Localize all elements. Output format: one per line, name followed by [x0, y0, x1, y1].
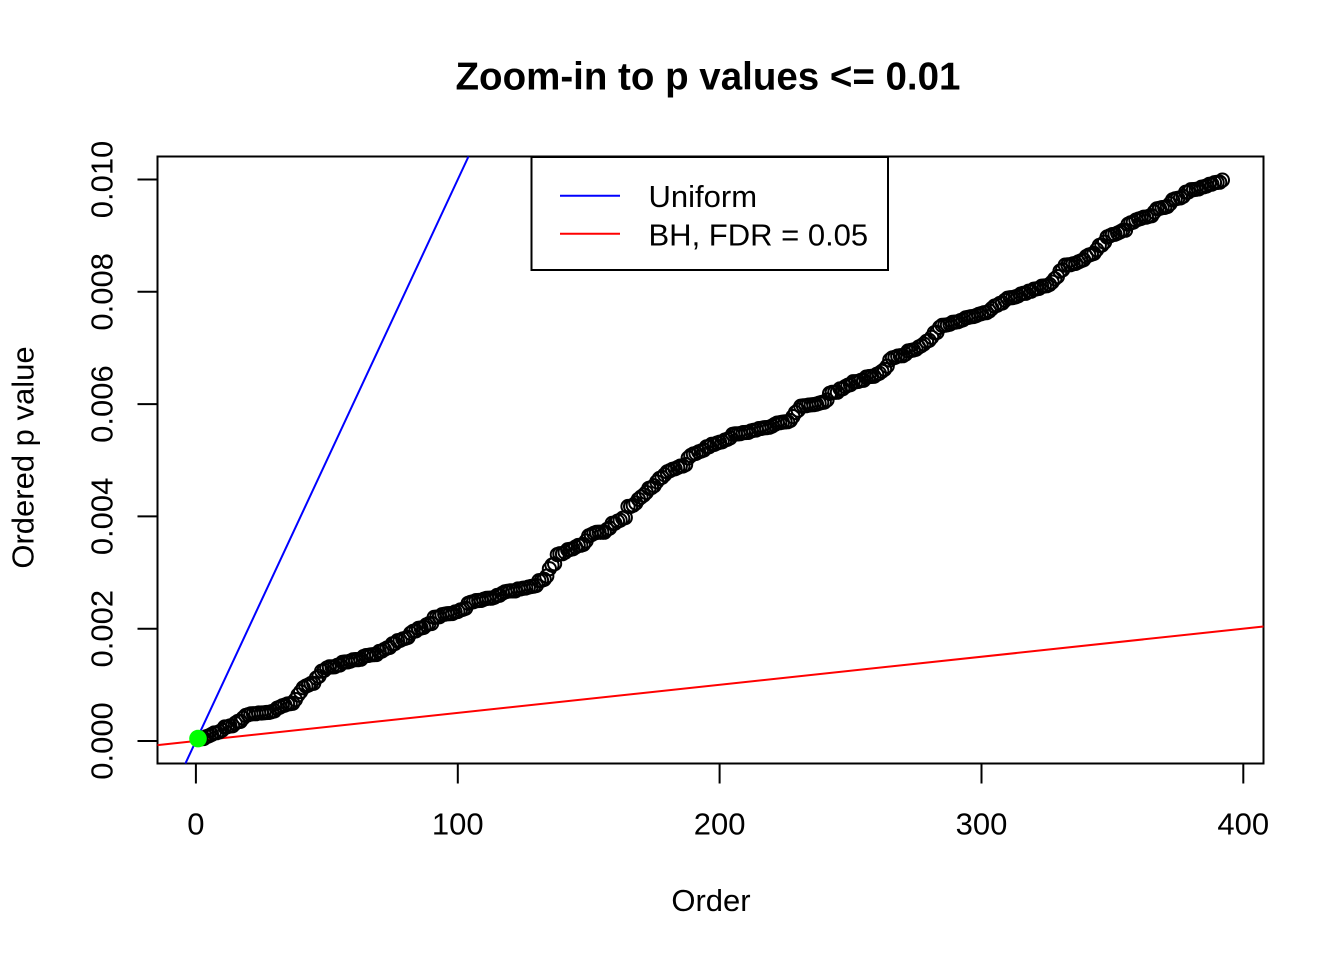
- svg-text:0.008: 0.008: [85, 253, 120, 331]
- svg-text:100: 100: [432, 807, 484, 842]
- svg-text:Order: Order: [671, 883, 750, 918]
- svg-text:200: 200: [694, 807, 746, 842]
- svg-text:0.010: 0.010: [85, 141, 120, 219]
- svg-text:BH, FDR = 0.05: BH, FDR = 0.05: [649, 217, 869, 252]
- svg-text:Uniform: Uniform: [649, 179, 758, 214]
- svg-text:0: 0: [187, 807, 204, 842]
- svg-text:0.004: 0.004: [85, 478, 120, 556]
- svg-text:Zoom-in to p values <= 0.01: Zoom-in to p values <= 0.01: [456, 56, 961, 99]
- svg-text:0.006: 0.006: [85, 365, 120, 443]
- svg-text:0.000: 0.000: [85, 702, 120, 780]
- svg-text:400: 400: [1217, 807, 1269, 842]
- svg-text:0.002: 0.002: [85, 590, 120, 668]
- svg-text:Ordered p value: Ordered p value: [6, 346, 41, 568]
- svg-text:300: 300: [956, 807, 1008, 842]
